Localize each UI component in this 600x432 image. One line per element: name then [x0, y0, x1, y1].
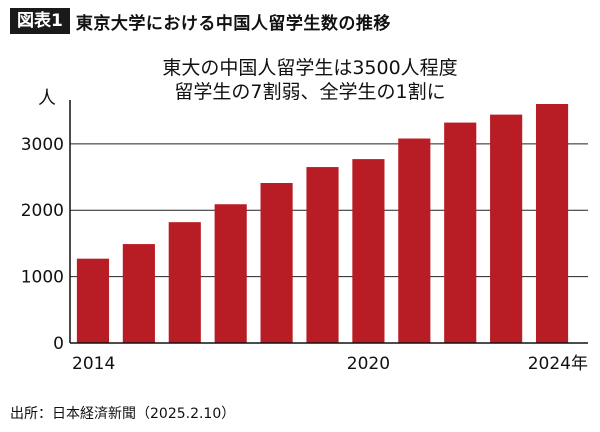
bar-2016 [168, 222, 201, 343]
y-tick-label: 0 [53, 334, 64, 354]
chart-subtitle-line1: 東大の中国人留学生は3500人程度 [162, 57, 458, 79]
source-note: 出所：日本経済新聞（2025.2.10） [10, 406, 236, 422]
bar-2017 [214, 204, 247, 343]
bar-2018 [260, 183, 293, 343]
chart-subtitle-line2: 留学生の7割弱、全学生の1割に [174, 81, 446, 103]
x-tick-label: 2024年 [528, 354, 588, 374]
bar-2021 [398, 138, 431, 343]
y-tick-label: 2000 [21, 201, 64, 221]
bar-2015 [122, 244, 155, 343]
figure-title: 東京大学における中国人留学生数の推移 [75, 13, 391, 34]
bar-2019 [306, 167, 339, 343]
bar-2020 [352, 159, 385, 343]
bar-2022 [444, 122, 477, 343]
figure-badge: 図表1 [10, 8, 70, 34]
bar-2023 [490, 114, 523, 343]
x-tick-label: 2014 [72, 354, 115, 374]
x-tick-label: 2020 [347, 354, 390, 374]
figure-header: 図表1 東京大学における中国人留学生数の推移 [10, 8, 391, 34]
bar-2014 [76, 258, 110, 343]
y-axis-unit-label: 人 [38, 88, 56, 109]
y-tick-label: 3000 [21, 135, 64, 155]
y-tick-label: 1000 [21, 268, 64, 288]
bar-2024 [535, 104, 569, 343]
